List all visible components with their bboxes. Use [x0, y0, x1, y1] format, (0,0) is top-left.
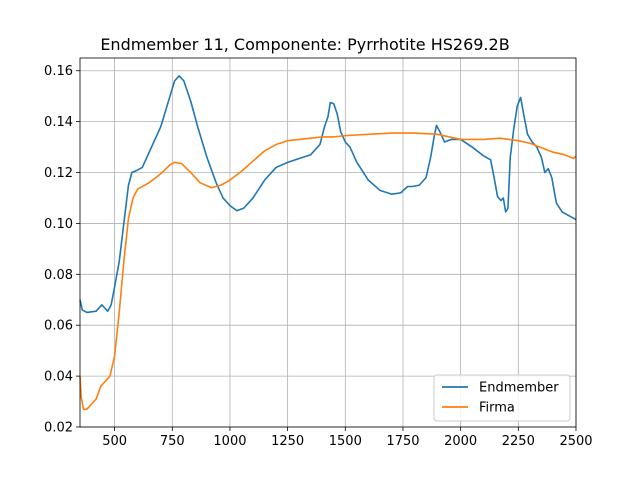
x-tick-label: 1750: [386, 434, 419, 449]
y-tick-label: 0.14: [44, 115, 73, 130]
y-tick-label: 0.04: [44, 370, 73, 385]
plot-frame: [79, 57, 577, 428]
y-tick-label: 0.16: [44, 64, 73, 79]
chart-title: Endmember 11, Componente: Pyrrhotite HS2…: [100, 35, 509, 54]
legend-label: Firma: [479, 401, 515, 416]
x-tick-label: 500: [102, 434, 127, 449]
series-line-endmember: [79, 75, 577, 314]
legend: Endmember Firma: [433, 374, 571, 422]
x-tick-label: 750: [160, 434, 185, 449]
y-tick-label: 0.06: [44, 319, 73, 334]
y-tick-label: 0.10: [44, 217, 73, 232]
legend-label: Endmember: [479, 381, 559, 396]
y-tick-label: 0.12: [44, 166, 73, 181]
series-layer: [79, 75, 577, 410]
axes: 500 750 1000 1250 1500 1750 2000 2250 2500 0.02 0.…: [44, 64, 593, 449]
y-tick-label: 0.02: [44, 421, 73, 436]
x-tick-label: 2250: [502, 434, 535, 449]
x-tick-label: 1250: [271, 434, 304, 449]
y-tick-label: 0.08: [44, 268, 73, 283]
x-tick-label: 2000: [444, 434, 477, 449]
x-tick-label: 1000: [213, 434, 246, 449]
x-tick-label: 1500: [329, 434, 362, 449]
x-tick-label: 2500: [559, 434, 592, 449]
series-line-firma: [79, 132, 577, 410]
